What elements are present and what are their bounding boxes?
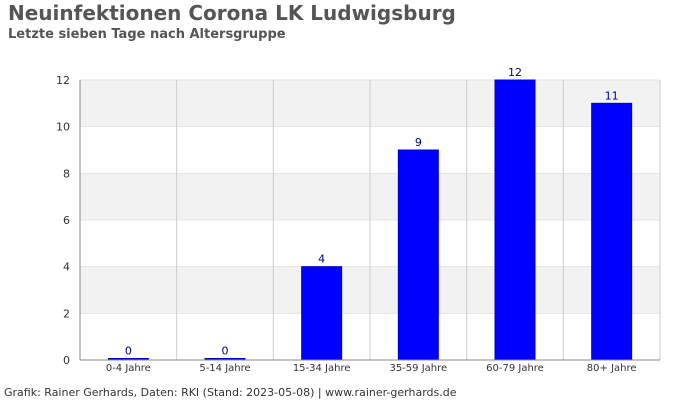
bar (591, 102, 633, 361)
source-credit: Grafik: Rainer Gerhards, Daten: RKI (Sta… (4, 386, 457, 399)
bar (397, 149, 439, 361)
x-tick-label: 80+ Jahre (587, 363, 637, 374)
data-label: 12 (508, 66, 522, 79)
y-tick-label: 6 (63, 214, 70, 227)
data-label: 9 (415, 136, 422, 149)
y-tick-label: 10 (56, 121, 70, 134)
x-tick-label: 0-4 Jahre (106, 363, 151, 374)
x-tick-label: 15-34 Jahre (293, 363, 351, 374)
data-label: 4 (318, 253, 325, 266)
y-tick-label: 2 (63, 307, 70, 320)
chart-subtitle: Letzte sieben Tage nach Altersgruppe (8, 27, 286, 42)
bar (301, 266, 343, 361)
y-tick-label: 0 (63, 354, 70, 367)
chart-title: Neuinfektionen Corona LK Ludwigsburg (8, 1, 456, 25)
x-tick-label: 5-14 Jahre (199, 363, 250, 374)
x-tick-label: 60-79 Jahre (486, 363, 544, 374)
data-label: 0 (125, 345, 132, 358)
y-tick-label: 8 (63, 167, 70, 180)
x-tick-label: 35-59 Jahre (389, 363, 447, 374)
data-label: 0 (222, 345, 229, 358)
bar (494, 79, 536, 361)
data-label: 11 (605, 89, 619, 102)
y-tick-label: 12 (56, 74, 70, 87)
y-tick-label: 4 (63, 261, 70, 274)
